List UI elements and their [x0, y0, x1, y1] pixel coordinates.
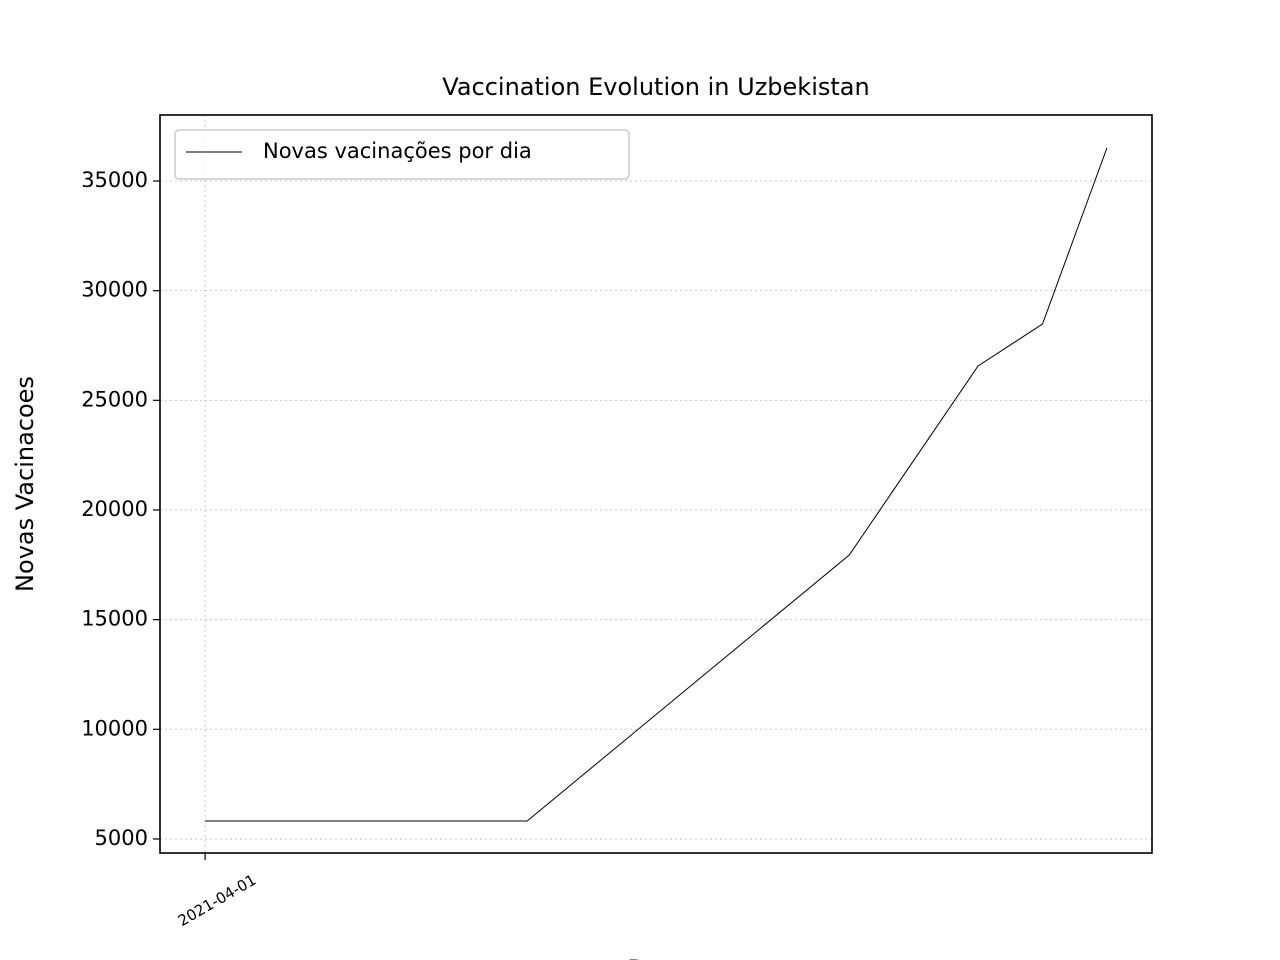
legend: Novas vacinações por dia	[174, 129, 630, 180]
plot-frame	[159, 114, 1153, 854]
y-tick-label: 15000	[81, 607, 148, 631]
y-tick-label: 25000	[81, 387, 148, 411]
legend-box	[174, 129, 630, 180]
y-tick-label: 30000	[81, 278, 148, 302]
y-tick-label: 35000	[81, 168, 148, 192]
x-tick-label: 2021-04-01	[175, 871, 260, 930]
y-tick-label: 10000	[81, 716, 148, 740]
y-axis-label: Novas Vacinacoes	[11, 376, 39, 592]
y-tick-label: 5000	[95, 826, 148, 850]
x-axis-label: Data	[627, 955, 684, 960]
y-tick-label: 20000	[81, 497, 148, 521]
chart-title: Vaccination Evolution in Uzbekistan	[442, 73, 869, 101]
data-line	[205, 147, 1108, 822]
legend-label: Novas vacinações por dia	[263, 139, 532, 163]
